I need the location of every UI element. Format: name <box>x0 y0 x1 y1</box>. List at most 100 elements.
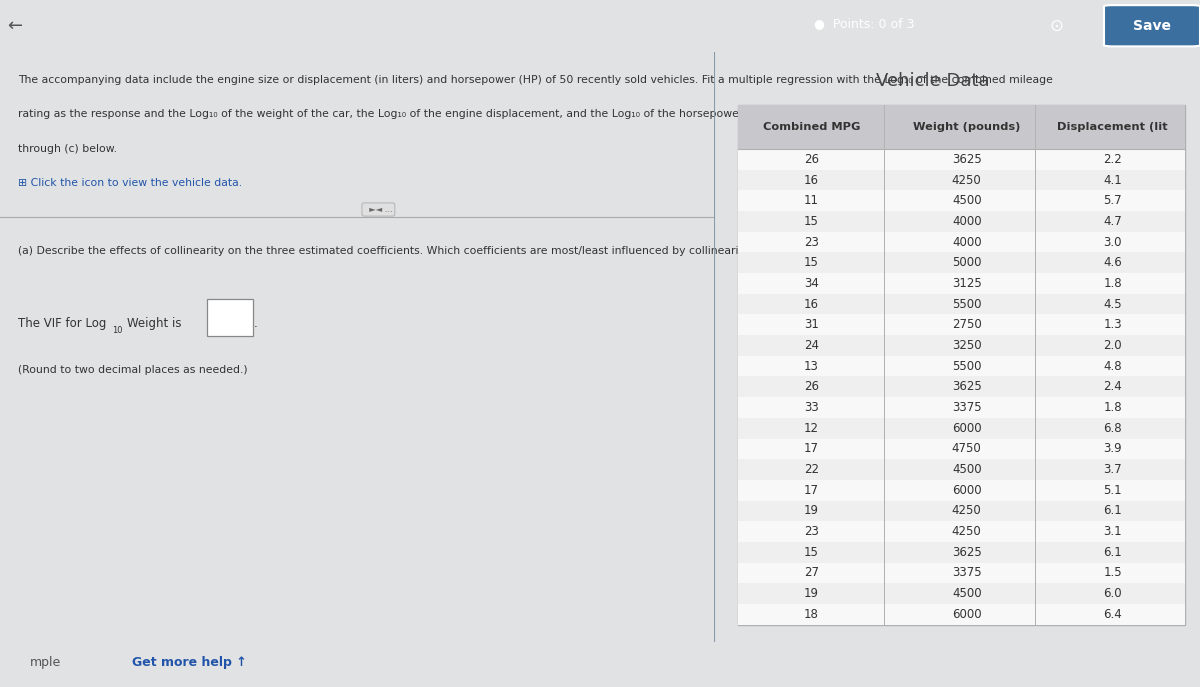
Text: 27: 27 <box>804 566 818 579</box>
Text: 26: 26 <box>804 153 818 166</box>
Text: 31: 31 <box>804 318 818 331</box>
Text: Weight (pounds): Weight (pounds) <box>913 122 1020 132</box>
Bar <box>738 315 1186 335</box>
Text: 6000: 6000 <box>952 484 982 497</box>
Text: 5.7: 5.7 <box>1103 194 1122 207</box>
Text: 4.1: 4.1 <box>1103 174 1122 187</box>
Bar <box>738 480 1186 501</box>
Text: 24: 24 <box>804 339 818 352</box>
Text: 16: 16 <box>804 174 818 187</box>
Text: 18: 18 <box>804 608 818 621</box>
Text: 4500: 4500 <box>952 194 982 207</box>
Text: The accompanying data include the engine size or displacement (in liters) and ho: The accompanying data include the engine… <box>18 75 1052 85</box>
Text: mple: mple <box>30 656 61 669</box>
Text: 1.8: 1.8 <box>1103 277 1122 290</box>
Text: through (c) below.: through (c) below. <box>18 144 116 154</box>
Text: 4000: 4000 <box>952 236 982 249</box>
Text: 3375: 3375 <box>952 566 982 579</box>
Bar <box>738 335 1186 356</box>
Bar <box>738 149 1186 170</box>
Bar <box>738 521 1186 542</box>
Text: Displacement (lit: Displacement (lit <box>1057 122 1168 132</box>
Bar <box>738 273 1186 294</box>
Text: 4250: 4250 <box>952 504 982 517</box>
Bar <box>738 604 1186 624</box>
Text: 22: 22 <box>804 463 818 476</box>
Text: 4.7: 4.7 <box>1103 215 1122 228</box>
Text: 12: 12 <box>804 422 818 435</box>
Text: (Round to two decimal places as needed.): (Round to two decimal places as needed.) <box>18 365 247 374</box>
Text: 10: 10 <box>112 326 122 335</box>
Text: 6000: 6000 <box>952 608 982 621</box>
Bar <box>738 563 1186 583</box>
Text: 19: 19 <box>804 504 818 517</box>
FancyBboxPatch shape <box>208 299 253 336</box>
Text: 1.3: 1.3 <box>1103 318 1122 331</box>
Text: 34: 34 <box>804 277 818 290</box>
Text: 5.1: 5.1 <box>1103 484 1122 497</box>
Text: 3.9: 3.9 <box>1103 442 1122 455</box>
Text: 4500: 4500 <box>952 587 982 600</box>
Text: Weight is: Weight is <box>127 317 181 330</box>
Text: 23: 23 <box>804 236 818 249</box>
Bar <box>738 252 1186 273</box>
Text: 15: 15 <box>804 256 818 269</box>
Text: 13: 13 <box>804 359 818 372</box>
Bar <box>738 211 1186 232</box>
Bar <box>738 104 1186 149</box>
Bar <box>738 397 1186 418</box>
Text: 4.5: 4.5 <box>1103 297 1122 311</box>
Text: 6.1: 6.1 <box>1103 545 1122 559</box>
Text: 4250: 4250 <box>952 525 982 538</box>
Text: ⊙: ⊙ <box>1049 16 1063 35</box>
Text: 2.0: 2.0 <box>1103 339 1122 352</box>
Bar <box>738 170 1186 190</box>
Text: 3625: 3625 <box>952 381 982 394</box>
Bar <box>738 294 1186 315</box>
Text: 4750: 4750 <box>952 442 982 455</box>
Text: Get more help ↑: Get more help ↑ <box>132 656 247 669</box>
Text: 3.1: 3.1 <box>1103 525 1122 538</box>
Text: 2.2: 2.2 <box>1103 153 1122 166</box>
Text: 5500: 5500 <box>952 297 982 311</box>
Bar <box>738 501 1186 521</box>
Text: (a) Describe the effects of collinearity on the three estimated coefficients. Wh: (a) Describe the effects of collinearity… <box>18 247 755 256</box>
Text: Save: Save <box>1133 19 1171 33</box>
Text: 15: 15 <box>804 545 818 559</box>
Text: 6.4: 6.4 <box>1103 608 1122 621</box>
Text: Vehicle Data: Vehicle Data <box>876 72 990 90</box>
Text: 3625: 3625 <box>952 153 982 166</box>
Text: 1.5: 1.5 <box>1103 566 1122 579</box>
Bar <box>738 356 1186 376</box>
Text: 6.1: 6.1 <box>1103 504 1122 517</box>
Text: 5500: 5500 <box>952 359 982 372</box>
Text: 4.8: 4.8 <box>1103 359 1122 372</box>
Text: 6.0: 6.0 <box>1103 587 1122 600</box>
Bar <box>738 438 1186 459</box>
Bar <box>738 542 1186 563</box>
Text: 19: 19 <box>804 587 818 600</box>
Text: 23: 23 <box>804 525 818 538</box>
Bar <box>738 418 1186 438</box>
Text: The VIF for Log: The VIF for Log <box>18 317 107 330</box>
Text: 16: 16 <box>804 297 818 311</box>
Text: 3125: 3125 <box>952 277 982 290</box>
Text: 33: 33 <box>804 401 818 414</box>
Text: ⊞ Click the icon to view the vehicle data.: ⊞ Click the icon to view the vehicle dat… <box>18 178 242 188</box>
Text: 17: 17 <box>804 442 818 455</box>
FancyBboxPatch shape <box>1104 5 1200 46</box>
Bar <box>738 376 1186 397</box>
Text: 15: 15 <box>804 215 818 228</box>
Bar <box>738 583 1186 604</box>
Bar <box>738 232 1186 252</box>
Bar <box>738 104 1186 624</box>
Text: 26: 26 <box>804 381 818 394</box>
Text: 4250: 4250 <box>952 174 982 187</box>
Text: 3.7: 3.7 <box>1103 463 1122 476</box>
Text: 17: 17 <box>804 484 818 497</box>
Text: 4.6: 4.6 <box>1103 256 1122 269</box>
Text: 6000: 6000 <box>952 422 982 435</box>
Text: ●  Points: 0 of 3: ● Points: 0 of 3 <box>814 16 914 30</box>
Text: 11: 11 <box>804 194 818 207</box>
Bar <box>738 190 1186 211</box>
